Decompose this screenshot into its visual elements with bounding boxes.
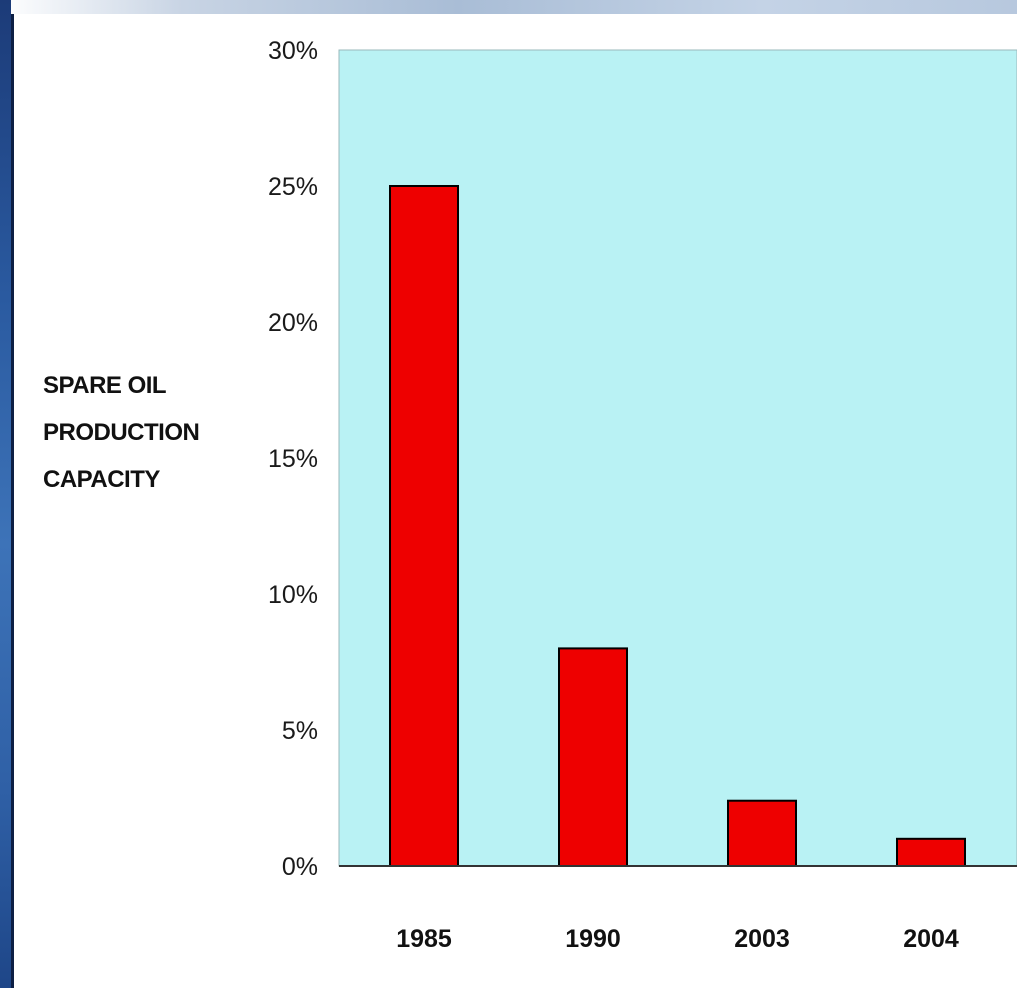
x-tick-label-2003: 2003 <box>734 925 790 953</box>
y-tick-label: 10% <box>268 581 318 609</box>
bar-1990 <box>558 647 628 868</box>
bar-2003 <box>727 799 797 867</box>
y-axis-ticks: 0% 5% 10% 15% 20% 25% 30% <box>268 37 318 881</box>
y-axis-label-line-1: SPARE OIL <box>43 372 166 399</box>
x-tick-label-2004: 2004 <box>903 925 959 953</box>
bar-2004 <box>896 837 966 867</box>
slide-frame-left-bar <box>0 0 11 988</box>
y-tick-label: 30% <box>268 37 318 65</box>
y-axis-label-line-2: PRODUCTION <box>43 419 199 446</box>
y-axis-label: SPARE OIL PRODUCTION CAPACITY <box>43 372 206 493</box>
y-tick-label: 20% <box>268 309 318 337</box>
slide-frame-top <box>0 0 1017 14</box>
y-tick-label: 5% <box>282 717 318 745</box>
y-tick-label: 25% <box>268 173 318 201</box>
bars <box>389 185 966 868</box>
x-axis-labels: 1985 1990 2003 2004 <box>396 925 959 953</box>
bar-1985 <box>389 185 459 867</box>
x-tick-label-1985: 1985 <box>396 925 452 953</box>
y-tick-label: 15% <box>268 445 318 473</box>
slide-frame-left-edge <box>11 14 14 988</box>
y-tick-label: 0% <box>282 853 318 881</box>
y-axis-label-line-3: CAPACITY <box>43 466 160 493</box>
x-tick-label-1990: 1990 <box>565 925 621 953</box>
